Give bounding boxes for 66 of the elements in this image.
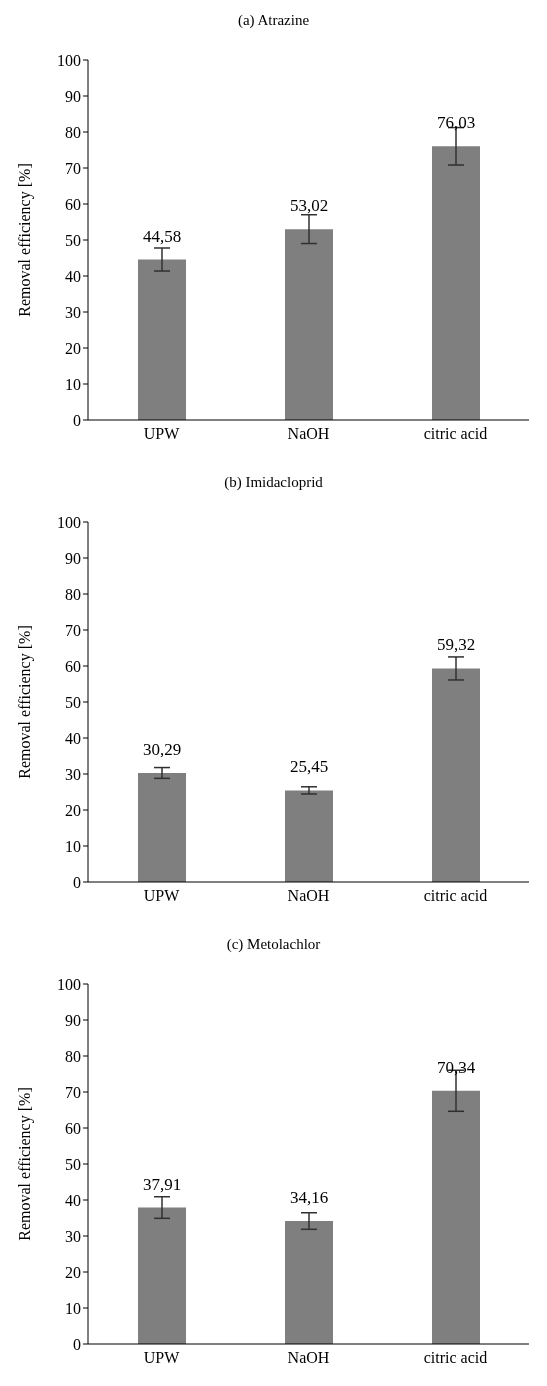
y-tick-label: 100 xyxy=(57,513,81,531)
bar xyxy=(432,668,480,882)
bar xyxy=(432,1090,480,1344)
y-tick-label: 10 xyxy=(65,375,81,393)
y-tick-label: 80 xyxy=(65,123,81,141)
bar xyxy=(285,1221,333,1344)
bar xyxy=(138,772,186,882)
y-tick-label: 80 xyxy=(65,1047,81,1065)
bar xyxy=(138,259,186,420)
y-tick-label: 0 xyxy=(73,411,81,429)
data-label: 30,29 xyxy=(142,739,182,759)
y-tick-label: 0 xyxy=(73,1335,81,1353)
chart-title: (b) Imidacloprid xyxy=(223,473,324,492)
data-label: 44,58 xyxy=(142,226,182,246)
y-tick-label: 70 xyxy=(65,159,81,177)
x-tick-label: UPW xyxy=(143,1349,181,1367)
y-tick-label: 100 xyxy=(57,975,81,993)
y-tick-label: 40 xyxy=(65,729,81,747)
y-axis-title: Removal efficiency [%] xyxy=(15,163,34,317)
y-tick-label: 70 xyxy=(65,621,81,639)
data-label: 37,91 xyxy=(142,1174,182,1194)
chart-title: (a) Atrazine xyxy=(236,11,311,30)
x-tick-label: citric acid xyxy=(423,425,488,443)
y-tick-label: 30 xyxy=(65,1227,81,1245)
y-tick-label: 20 xyxy=(65,801,81,819)
y-tick-label: 10 xyxy=(65,1299,81,1317)
y-tick-label: 20 xyxy=(65,339,81,357)
bar xyxy=(285,790,333,882)
x-tick-label: NaOH xyxy=(287,887,330,905)
y-tick-label: 0 xyxy=(73,873,81,891)
data-label: 76,03 xyxy=(436,113,476,133)
y-tick-label: 30 xyxy=(65,765,81,783)
y-tick-label: 90 xyxy=(65,549,81,567)
y-tick-label: 50 xyxy=(65,693,81,711)
y-tick-label: 30 xyxy=(65,303,81,321)
x-tick-label: citric acid xyxy=(423,887,488,905)
data-label: 70,34 xyxy=(436,1057,476,1077)
y-tick-label: 60 xyxy=(65,657,81,675)
data-label: 25,45 xyxy=(289,757,329,777)
y-axis-title: Removal efficiency [%] xyxy=(15,1087,34,1241)
y-tick-label: 90 xyxy=(65,87,81,105)
y-tick-label: 20 xyxy=(65,1263,81,1281)
y-tick-label: 50 xyxy=(65,1155,81,1173)
y-tick-label: 10 xyxy=(65,837,81,855)
bar xyxy=(138,1207,186,1344)
y-tick-label: 80 xyxy=(65,585,81,603)
data-label: 53,02 xyxy=(289,196,329,216)
y-tick-label: 60 xyxy=(65,195,81,213)
y-tick-label: 50 xyxy=(65,231,81,249)
y-tick-label: 90 xyxy=(65,1011,81,1029)
y-tick-label: 70 xyxy=(65,1083,81,1101)
data-label: 34,16 xyxy=(289,1188,329,1208)
bar xyxy=(432,146,480,420)
x-tick-label: citric acid xyxy=(423,1349,488,1367)
x-tick-label: UPW xyxy=(143,425,181,443)
x-tick-label: UPW xyxy=(143,887,181,905)
y-tick-label: 40 xyxy=(65,267,81,285)
y-tick-label: 40 xyxy=(65,1191,81,1209)
x-tick-label: NaOH xyxy=(287,1349,330,1367)
y-axis-title: Removal efficiency [%] xyxy=(15,625,34,779)
bar xyxy=(285,229,333,420)
data-label: 59,32 xyxy=(436,635,476,655)
y-tick-label: 100 xyxy=(57,51,81,69)
y-tick-label: 60 xyxy=(65,1119,81,1137)
chart-title: (c) Metolachlor xyxy=(225,935,322,954)
x-tick-label: NaOH xyxy=(287,425,330,443)
